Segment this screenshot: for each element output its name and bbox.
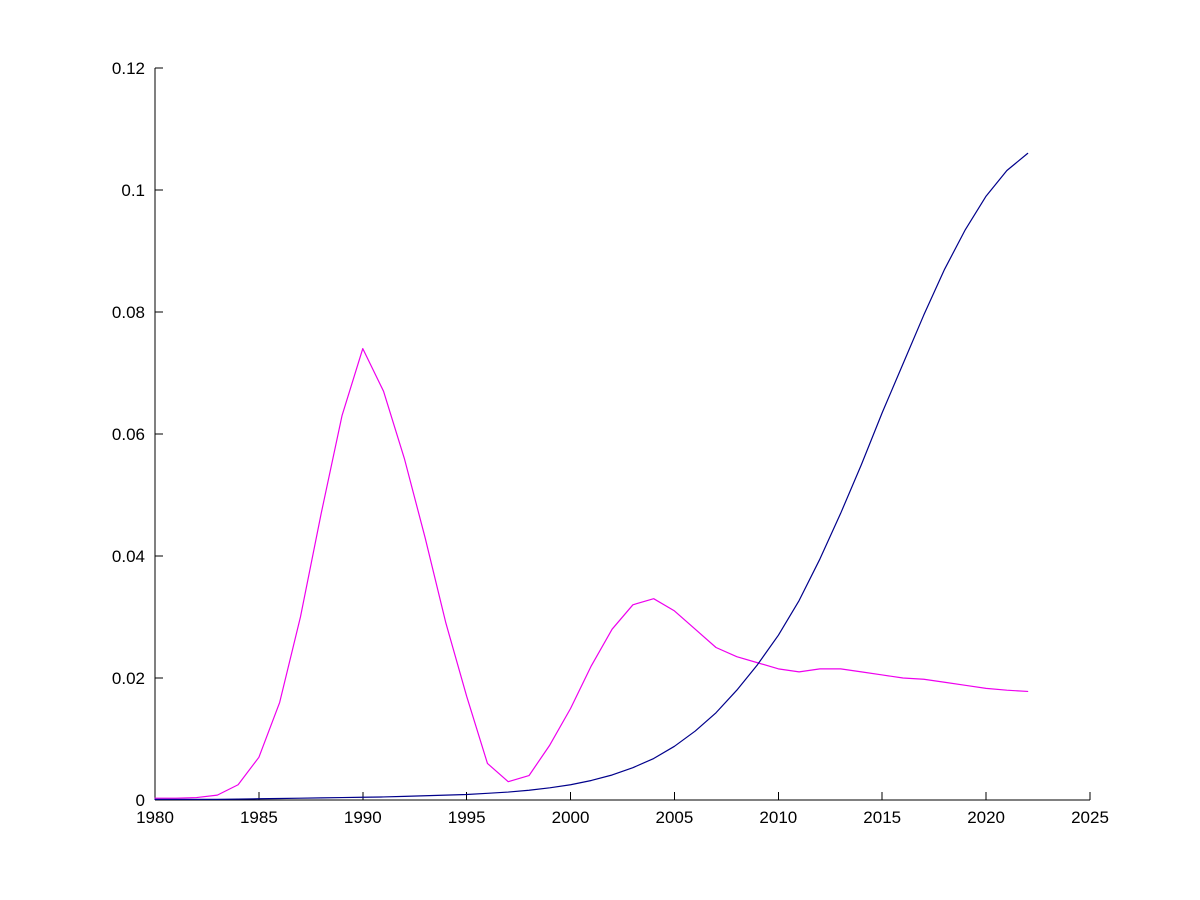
x-tick-label: 2015: [863, 808, 901, 827]
x-tick-label: 1990: [344, 808, 382, 827]
x-tick-label: 2005: [656, 808, 694, 827]
x-tick-label: 2020: [967, 808, 1005, 827]
y-tick-label: 0.04: [112, 547, 145, 566]
x-tick-label: 1980: [136, 808, 174, 827]
x-tick-label: 2010: [759, 808, 797, 827]
x-tick-label: 2025: [1071, 808, 1109, 827]
y-tick-label: 0.12: [112, 59, 145, 78]
x-tick-label: 1995: [448, 808, 486, 827]
y-tick-label: 0.06: [112, 425, 145, 444]
magenta-line: [154, 348, 1029, 799]
x-tick-label: 1985: [240, 808, 278, 827]
y-tick-label: 0.1: [121, 181, 145, 200]
y-tick-label: 0.02: [112, 669, 145, 688]
blue-line: [154, 152, 1029, 800]
y-tick-label: 0: [136, 791, 145, 810]
y-tick-label: 0.08: [112, 303, 145, 322]
x-tick-label: 2000: [552, 808, 590, 827]
